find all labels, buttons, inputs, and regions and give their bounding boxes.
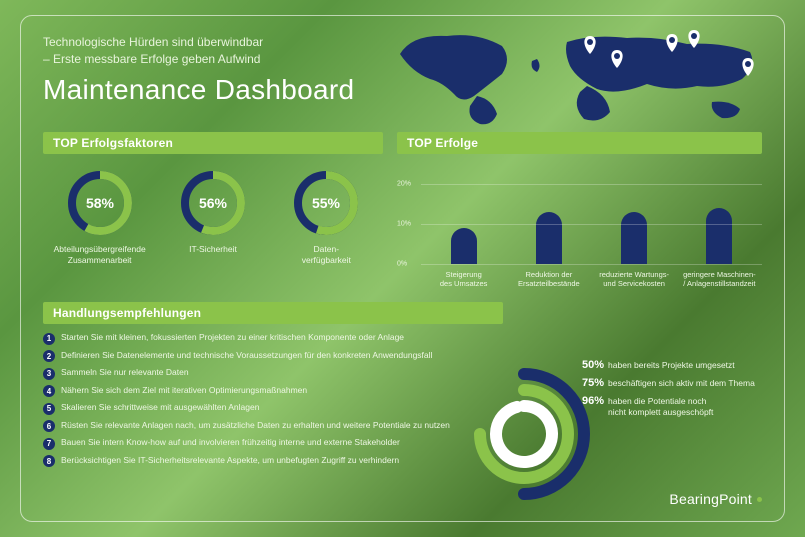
gridline: [421, 264, 762, 265]
rec-number-badge: 2: [43, 350, 55, 362]
rec-number-badge: 1: [43, 333, 55, 345]
brand-dot-icon: [757, 497, 762, 502]
rec-number-badge: 8: [43, 455, 55, 467]
recommendations-list: 1 Starten Sie mit kleinen, fokussierten …: [43, 332, 503, 467]
arc-pct: 75%: [582, 377, 604, 389]
donut: 56% IT-Sicherheit: [160, 168, 265, 265]
svg-text:56%: 56%: [199, 195, 228, 211]
rec-number-badge: 5: [43, 403, 55, 415]
top-row: TOP Erfolgsfaktoren 58% Abteilungsübergr…: [43, 132, 762, 288]
bar-labels: Steigerungdes Umsatzes Reduktion derErsat…: [397, 270, 762, 288]
donut-label: IT-Sicherheit: [189, 244, 237, 255]
bars-wrap: 0% 10% 20% Steigerungdes Umsatzes Reduktion…: [397, 164, 762, 288]
donut: 58% AbteilungsübergreifendeZusammenarbei…: [47, 168, 152, 265]
arc-label: 75% beschäftigen sich aktiv mit dem Them…: [582, 377, 755, 389]
success-factors-section: TOP Erfolgsfaktoren 58% Abteilungsübergr…: [43, 132, 383, 288]
bars-chart: 0%10%20%: [397, 164, 762, 264]
rec-text: Starten Sie mit kleinen, fokussierten Pr…: [61, 332, 404, 343]
donuts-row: 58% AbteilungsübergreifendeZusammenarbei…: [43, 168, 383, 265]
gridline: [421, 224, 762, 225]
donut-label: AbteilungsübergreifendeZusammenarbeit: [54, 244, 146, 265]
donut-label: Daten-verfügbarkeit: [302, 244, 351, 265]
grid-label: 10%: [397, 221, 411, 228]
recommendation-item: 3 Sammeln Sie nur relevante Daten: [43, 367, 503, 380]
successes-title: TOP Erfolge: [397, 132, 762, 154]
success-factors-title: TOP Erfolgsfaktoren: [43, 132, 383, 154]
continents: [400, 35, 752, 124]
brand-name: BearingPoint: [669, 491, 752, 507]
arc-text: haben bereits Projekte umgesetzt: [608, 360, 735, 371]
rec-text: Skalieren Sie schrittweise mit ausgewähl…: [61, 402, 259, 413]
rec-number-badge: 7: [43, 438, 55, 450]
recommendation-item: 2 Definieren Sie Datenelemente und techn…: [43, 350, 503, 363]
rec-text: Bauen Sie intern Know-how auf und involv…: [61, 437, 400, 448]
arc-text: beschäftigen sich aktiv mit dem Thema: [608, 378, 755, 389]
bar-label: reduzierte Wartungs-und Servicekosten: [594, 270, 674, 288]
successes-section: TOP Erfolge 0% 10% 20% Steigerungdes Umsat…: [397, 132, 762, 288]
svg-text:55%: 55%: [312, 195, 341, 211]
recommendation-item: 4 Nähern Sie sich dem Ziel mit iterative…: [43, 385, 503, 398]
rec-text: Berücksichtigen Sie IT-Sicherheitsreleva…: [61, 455, 399, 466]
grid-label: 0%: [397, 261, 407, 268]
bar: [706, 208, 732, 264]
rec-text: Definieren Sie Datenelemente und technis…: [61, 350, 432, 361]
header: Technologische Hürden sind überwindbar –…: [43, 34, 762, 126]
arc-pct: 50%: [582, 359, 604, 371]
bar: [451, 228, 477, 264]
recommendation-item: 8 Berücksichtigen Sie IT-Sicherheitsrele…: [43, 455, 503, 468]
donut: 55% Daten-verfügbarkeit: [274, 168, 379, 265]
arc-pct: 96%: [582, 395, 604, 407]
recommendation-item: 6 Rüsten Sie relevante Anlagen nach, um …: [43, 420, 503, 433]
gridline: [421, 184, 762, 185]
bar: [536, 212, 562, 264]
world-map: [392, 24, 772, 129]
arc: [496, 406, 552, 462]
bars-row: [421, 164, 762, 264]
arc-chart: [452, 362, 597, 507]
bar-label: Steigerungdes Umsatzes: [424, 270, 504, 288]
arc-label: 50% haben bereits Projekte umgesetzt: [582, 359, 755, 371]
recommendation-item: 5 Skalieren Sie schrittweise mit ausgewä…: [43, 402, 503, 415]
brand: BearingPoint: [669, 491, 762, 507]
bar-label: geringere Maschinen-/ Anlagenstillstandz…: [679, 270, 759, 288]
grid-label: 20%: [397, 181, 411, 188]
dashboard-panel: Technologische Hürden sind überwindbar –…: [20, 15, 785, 522]
arc-wrap: 50% haben bereits Projekte umgesetzt 75% …: [452, 357, 762, 507]
recommendation-item: 1 Starten Sie mit kleinen, fokussierten …: [43, 332, 503, 345]
recommendations-title: Handlungsempfehlungen: [43, 302, 503, 324]
rec-number-badge: 6: [43, 420, 55, 432]
rec-number-badge: 3: [43, 368, 55, 380]
arc-label: 96% haben die Potentiale nochnicht kompl…: [582, 395, 755, 418]
rec-text: Nähern Sie sich dem Ziel mit iterativen …: [61, 385, 307, 396]
rec-text: Sammeln Sie nur relevante Daten: [61, 367, 189, 378]
rec-number-badge: 4: [43, 385, 55, 397]
arc-labels: 50% haben bereits Projekte umgesetzt 75% …: [582, 359, 755, 424]
rec-text: Rüsten Sie relevante Anlagen nach, um zu…: [61, 420, 450, 431]
recommendation-item: 7 Bauen Sie intern Know-how auf und invo…: [43, 437, 503, 450]
bottom-right: 50% haben bereits Projekte umgesetzt 75% …: [452, 357, 762, 507]
svg-text:58%: 58%: [86, 195, 115, 211]
bar-label: Reduktion derErsatzteilbestände: [509, 270, 589, 288]
bar: [621, 212, 647, 264]
arc-text: haben die Potentiale nochnicht komplett …: [608, 396, 713, 418]
